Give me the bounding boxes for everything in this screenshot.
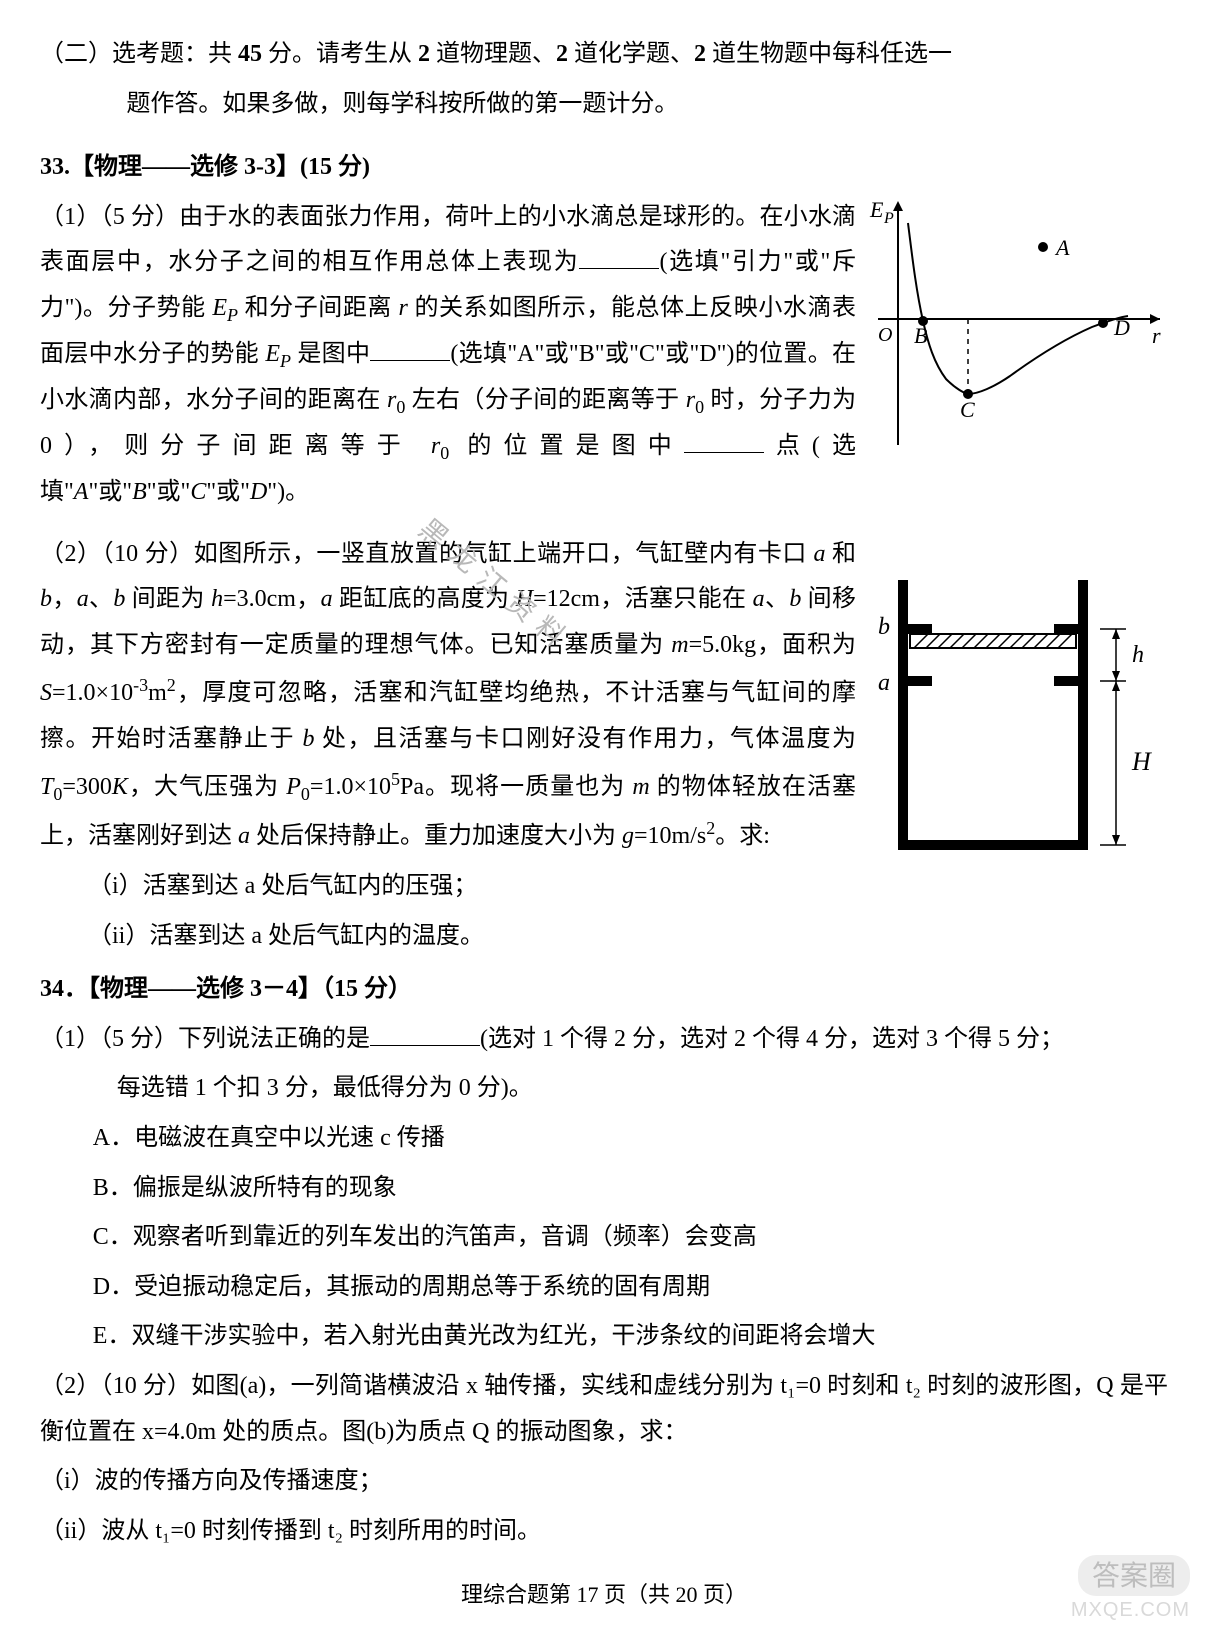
section-b2: 2: [418, 41, 430, 67]
section-m4: 道生物题中每科任选一: [706, 41, 952, 67]
t1: 和: [825, 541, 856, 567]
corner-url: MXQE.COM: [1071, 1598, 1190, 1622]
Heq: =12cm，活塞只能在: [533, 586, 753, 612]
t10: ，大气压强为: [128, 774, 286, 800]
t12: 处后保持静止。重力加速度大小为: [250, 823, 622, 849]
t0eq: =300: [62, 774, 112, 800]
q33p2-intro: （2）（10 分）如图所示，一竖直放置的气缸上端开口，气缸壁内有卡口: [40, 541, 813, 567]
svg-text:b: b: [878, 614, 890, 640]
t3: 、: [89, 586, 114, 612]
t2: ，: [52, 586, 77, 612]
q34p1post: (选对 1 个得 2 分，选对 2 个得 4 分，选对 3 个得 5 分；: [480, 1026, 1064, 1052]
q33-p1-bpre: 。分子势能: [82, 295, 205, 321]
section-b4: 2: [694, 41, 706, 67]
heq: =3.0cm，: [223, 586, 321, 612]
p0exp: 5: [391, 769, 400, 789]
q33-p1-dpre: 左右（分子间的距离等于: [412, 387, 680, 413]
q34-sub-ii: （ii）波从 t₁=0 时刻传播到 t₂ 时刻所用的时间。: [40, 1509, 1168, 1555]
section-line1-mid: 分。请考生从: [262, 41, 418, 67]
q34-sub-i: （i）波的传播方向及传播速度；: [40, 1459, 1168, 1505]
svg-text:E: E: [869, 197, 884, 222]
svg-text:A: A: [1054, 235, 1070, 260]
t6: 、: [765, 586, 790, 612]
gsq: 2: [706, 818, 715, 838]
meq: =5.0kg，面积为: [689, 632, 856, 658]
section-header: （二）选考题：共 45 分。请考生从 2 道物理题、2 道化学题、2 道生物题中…: [69, 32, 1168, 127]
q33-sub-i: （i）活塞到达 a 处后气缸内的压强；: [40, 864, 1168, 910]
t4: 间距为: [125, 586, 211, 612]
seq: =1.0×10: [52, 680, 133, 706]
section-m2: 道物理题、: [430, 41, 556, 67]
blank-3[interactable]: [684, 427, 764, 453]
figure-ep-curve: E P r O A B C D: [868, 195, 1168, 455]
page-footer: 理综合题第 17 页（共 20 页）: [40, 1574, 1168, 1616]
t5: 距缸底的高度为: [333, 586, 516, 612]
section-score: 45: [238, 41, 262, 67]
p0eq: =1.0×10: [310, 774, 391, 800]
or2: "或": [147, 479, 191, 505]
p0unit: Pa。现将一质量也为: [400, 774, 632, 800]
q34-p2: （2）（10 分）如图(a)，一列简谐横波沿 x 轴传播，实线和虚线分别为 t₁…: [40, 1364, 1168, 1455]
corner-badge: 答案圈: [1078, 1555, 1190, 1597]
q33-p1-e: 的位置是图中: [467, 433, 683, 459]
t13: 。求:: [715, 823, 770, 849]
question-34: 34．【物理——选修 3－4】（15 分） （1）（5 分）下列说法正确的是 (选…: [40, 967, 1168, 1554]
q34-option-a: A．电磁波在真空中以光速 c 传播: [93, 1116, 1168, 1162]
svg-text:C: C: [960, 397, 975, 422]
section-b3: 2: [556, 41, 568, 67]
blank-4[interactable]: [370, 1019, 480, 1045]
lbl-b: B: [132, 479, 147, 505]
blank-1[interactable]: [579, 243, 659, 269]
figure-cylinder: a b h H: [868, 572, 1168, 862]
q34-option-b: B．偏振是纵波所特有的现象: [93, 1166, 1168, 1212]
q34p1pre: （1）（5 分）下列说法正确的是: [40, 1026, 370, 1052]
svg-text:O: O: [878, 324, 892, 346]
sunit: m: [148, 680, 167, 706]
lbl-d: D: [250, 479, 267, 505]
question-33: 33.【物理——选修 3-3】(15 分) E P r O A B C D: [40, 145, 1168, 959]
lbl-c: C: [190, 479, 206, 505]
section-line1-pre: （二）选考题：共: [40, 41, 238, 67]
svg-text:H: H: [1131, 747, 1152, 776]
or1: "或": [88, 479, 132, 505]
sexp: -3: [133, 675, 148, 695]
q34-option-d: D．受迫振动稳定后，其振动的周期总等于系统的固有周期: [93, 1265, 1168, 1311]
section-line2: 题作答。如果多做，则每学科按所做的第一题计分。: [69, 82, 1168, 128]
q33-sub-ii: （ii）活塞到达 a 处后气缸内的温度。: [40, 914, 1168, 960]
svg-text:r: r: [1152, 323, 1161, 348]
blank-2[interactable]: [370, 335, 450, 361]
q34-option-e: E．双缝干涉实验中，若入射光由黄光改为红光，干涉条纹的间距将会增大: [93, 1314, 1168, 1360]
t9b: 处，且活塞与卡口刚好没有作用力，气体温度为: [315, 726, 857, 752]
ssq: 2: [167, 675, 176, 695]
q34-p1: （1）（5 分）下列说法正确的是 (选对 1 个得 2 分，选对 2 个得 4 分…: [40, 1017, 1168, 1063]
q33-p1-c: 是图中: [297, 341, 370, 367]
endq: ")。: [267, 479, 309, 505]
svg-text:a: a: [878, 670, 890, 696]
corner-watermark: 答案圈 MXQE.COM: [1071, 1555, 1190, 1623]
q34-p1-line2: 每选错 1 个扣 3 分，最低得分为 0 分)。: [40, 1066, 1168, 1112]
lbl-a: A: [74, 479, 89, 505]
svg-text:D: D: [1113, 315, 1130, 340]
section-m3: 道化学题、: [568, 41, 694, 67]
q34-title: 34．【物理——选修 3－4】（15 分）: [40, 967, 1168, 1013]
or3: "或": [206, 479, 250, 505]
q33-title: 33.【物理——选修 3-3】(15 分): [40, 145, 1168, 191]
q34-option-c: C．观察者听到靠近的列车发出的汽笛声，音调（频率）会变高: [93, 1215, 1168, 1261]
kunit: K: [112, 774, 128, 800]
svg-text:h: h: [1132, 642, 1144, 668]
svg-text:P: P: [883, 210, 894, 227]
svg-text:B: B: [914, 323, 927, 348]
geq: =10m/s: [634, 823, 706, 849]
